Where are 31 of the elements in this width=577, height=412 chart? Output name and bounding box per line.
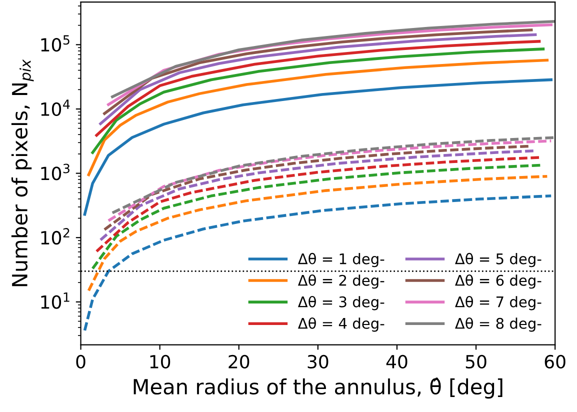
x-tick-label: 20 [228, 354, 250, 369]
line-series [87, 58, 549, 176]
line-series [99, 33, 537, 126]
legend-label: Δθ = 8 deg- [455, 317, 542, 332]
legend-label: Δθ = 4 deg- [298, 317, 384, 332]
legend-label: Δθ = 3 deg- [298, 296, 384, 310]
legend-label: Δθ = 6 deg- [455, 274, 542, 289]
x-axis-title: Mean radius of the annulus, θ̂ [deg] [134, 378, 502, 399]
y-axis-title: Number of pixels, N$_{pix}$ [11, 59, 34, 286]
y-tick-label: 10$^{4}$ [41, 100, 70, 116]
line-series [95, 40, 541, 137]
line-series [83, 194, 553, 332]
y-tick-label: 10$^{1}$ [41, 292, 70, 309]
line-series [87, 174, 549, 292]
line-series [83, 78, 553, 216]
legend-label: Δθ = 7 deg- [455, 296, 542, 310]
legend-label: Δθ = 5 deg- [455, 252, 542, 268]
legend-label: Δθ = 2 deg- [298, 274, 384, 289]
x-tick-label: 30 [308, 354, 328, 369]
x-tick-label: 60 [544, 354, 566, 369]
y-tick-label: 10$^{2}$ [41, 228, 70, 245]
line-series [95, 156, 541, 253]
line-series [91, 48, 545, 154]
y-tick-label: 10$^{5}$ [41, 35, 70, 52]
x-tick-label: 40 [386, 354, 408, 369]
line-series [103, 28, 533, 115]
y-tick-label: 10$^{3}$ [41, 164, 70, 180]
x-tick-label: 10 [150, 354, 170, 369]
x-tick-label: 50 [466, 354, 486, 369]
x-tick-label: 0 [76, 354, 86, 369]
legend-label: Δθ = 1 deg- [298, 252, 384, 268]
